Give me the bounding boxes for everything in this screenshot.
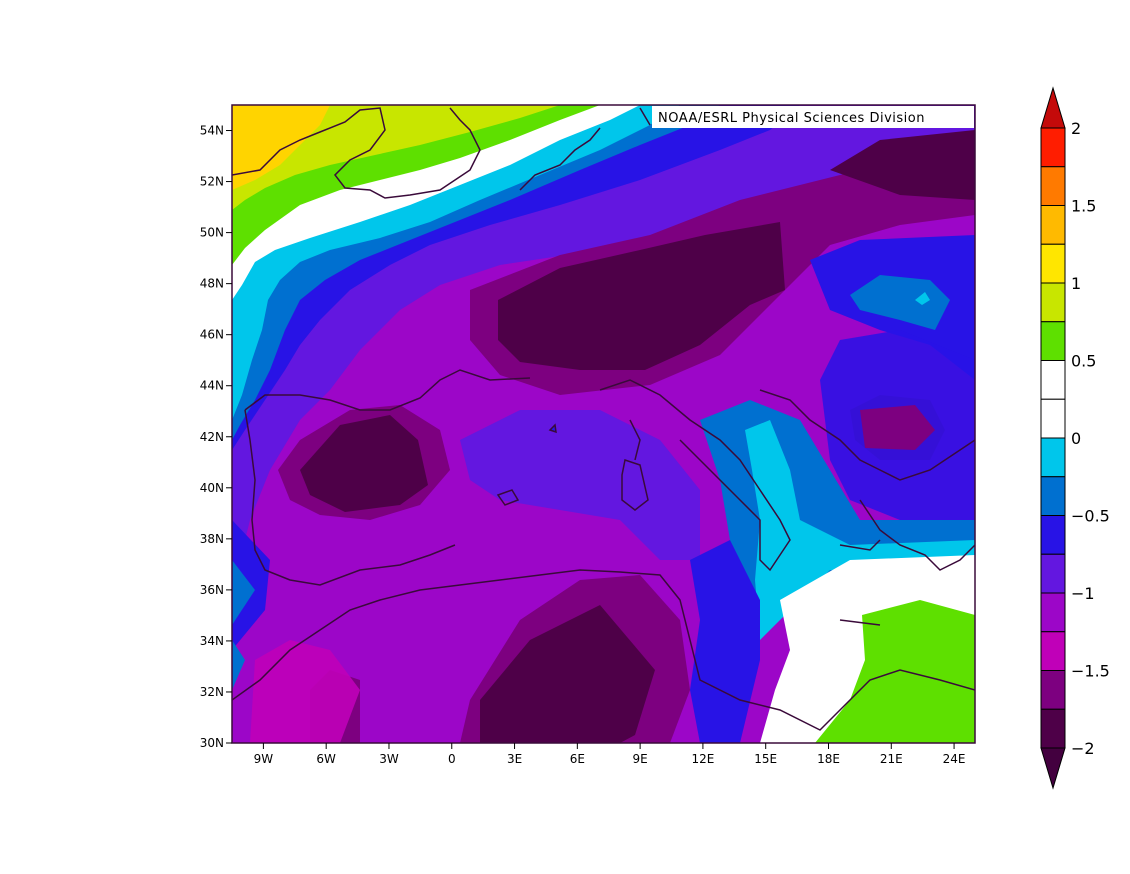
colorbar-label: −0.5: [1071, 507, 1110, 526]
x-tick-label: 18E: [817, 752, 840, 766]
colorbar-label: −2: [1071, 739, 1095, 758]
y-axis-ticks: 30N 32N 34N 36N 38N 40N 42N 44N 46N 48N 50N 52N 54N: [200, 124, 232, 750]
credit-text: NOAA/ESRL Physical Sciences Division: [658, 111, 925, 126]
credit-box: [652, 106, 974, 128]
y-tick-label: 38N: [200, 532, 224, 546]
colorbar-label: 1.5: [1071, 197, 1096, 216]
colorbar-swatch: [1040, 631, 1066, 671]
colorbar-label: 0: [1071, 429, 1081, 448]
contour-band-minus-0.5-atlantic: [232, 640, 245, 690]
colorbar-swatch: [1040, 321, 1066, 361]
colorbar-swatch: [1040, 437, 1066, 478]
colorbar-swatch: [1040, 243, 1066, 284]
x-tick-label: 21E: [880, 752, 903, 766]
colorbar-swatch: [1040, 515, 1066, 555]
colorbar-swatch: [1040, 205, 1066, 245]
contour-band-minus-2-iberia: [300, 415, 428, 512]
colorbar-swatch: [1040, 708, 1066, 749]
y-tick-label: 32N: [200, 685, 224, 699]
map-frame: [231, 104, 976, 744]
x-axis-ticks: 9W 6W 3W 0 3E 6E 9E 12E 15E 18E 21E 24E: [254, 743, 966, 766]
y-tick-label: 52N: [200, 175, 224, 189]
coastlines: [232, 107, 975, 731]
contour-band-minus-0.5-east: [915, 292, 930, 305]
y-tick-label: 50N: [200, 226, 224, 240]
contour-band-minus-2-greece: [860, 405, 935, 450]
x-tick-label: 9W: [254, 752, 274, 766]
x-tick-label: 3W: [379, 752, 399, 766]
x-tick-label: 6W: [316, 752, 336, 766]
colorbar-swatch: [1040, 360, 1066, 400]
y-tick-label: 42N: [200, 430, 224, 444]
y-tick-label: 30N: [200, 736, 224, 750]
colorbar-swatch: [1040, 476, 1066, 516]
y-tick-label: 46N: [200, 328, 224, 342]
y-tick-label: 34N: [200, 634, 224, 648]
contour-band-minus-1.5-africa-west: [250, 640, 360, 743]
x-tick-label: 0: [448, 752, 456, 766]
colorbar-label: 1: [1071, 274, 1081, 293]
contour-band-minus-2: [498, 222, 785, 370]
contour-band-minus-1-southeast: [690, 540, 760, 743]
y-tick-label: 54N: [200, 124, 224, 138]
colorbar: 2 1.5 1 0.5 0 −0.5 −1 −1.5 −2: [1040, 86, 1110, 790]
colorbar-label: 0.5: [1071, 352, 1096, 371]
y-tick-label: 40N: [200, 481, 224, 495]
colorbar-label: −1: [1071, 584, 1095, 603]
colorbar-swatch: [1040, 127, 1066, 168]
y-tick-label: 36N: [200, 583, 224, 597]
colorbar-swatch: [1040, 670, 1066, 710]
x-tick-label: 3E: [507, 752, 522, 766]
colorbar-label: 2: [1071, 119, 1081, 138]
contour-band-minus-2-africa: [480, 605, 655, 743]
map-panel: [232, 105, 975, 743]
colorbar-swatch: [1040, 553, 1066, 594]
colorbar-swatch: [1040, 166, 1066, 206]
contour-band-minus-0.75-east: [850, 275, 950, 330]
x-tick-label: 9E: [633, 752, 648, 766]
contour-band-minus-0.5-italy: [745, 420, 975, 640]
x-tick-label: 24E: [943, 752, 966, 766]
colorbar-min-arrow: [1040, 747, 1066, 790]
colorbar-label: −1.5: [1071, 662, 1110, 681]
x-tick-label: 15E: [754, 752, 777, 766]
contour-band-minus-1.25-med: [460, 410, 700, 560]
contour-band-0.75: [232, 105, 560, 210]
contour-band-1.25: [232, 105, 330, 190]
colorbar-swatch: [1040, 398, 1066, 439]
contour-band-minus-0.75-atlantic: [232, 560, 255, 625]
colorbar-max-arrow: [1040, 86, 1066, 129]
x-tick-label: 6E: [570, 752, 585, 766]
colorbar-swatch: [1040, 592, 1066, 633]
y-tick-label: 44N: [200, 379, 224, 393]
colorbar-swatch: [1040, 282, 1066, 323]
contour-band-minus-2-ne: [830, 130, 975, 200]
y-tick-label: 48N: [200, 277, 224, 291]
x-tick-label: 12E: [691, 752, 714, 766]
